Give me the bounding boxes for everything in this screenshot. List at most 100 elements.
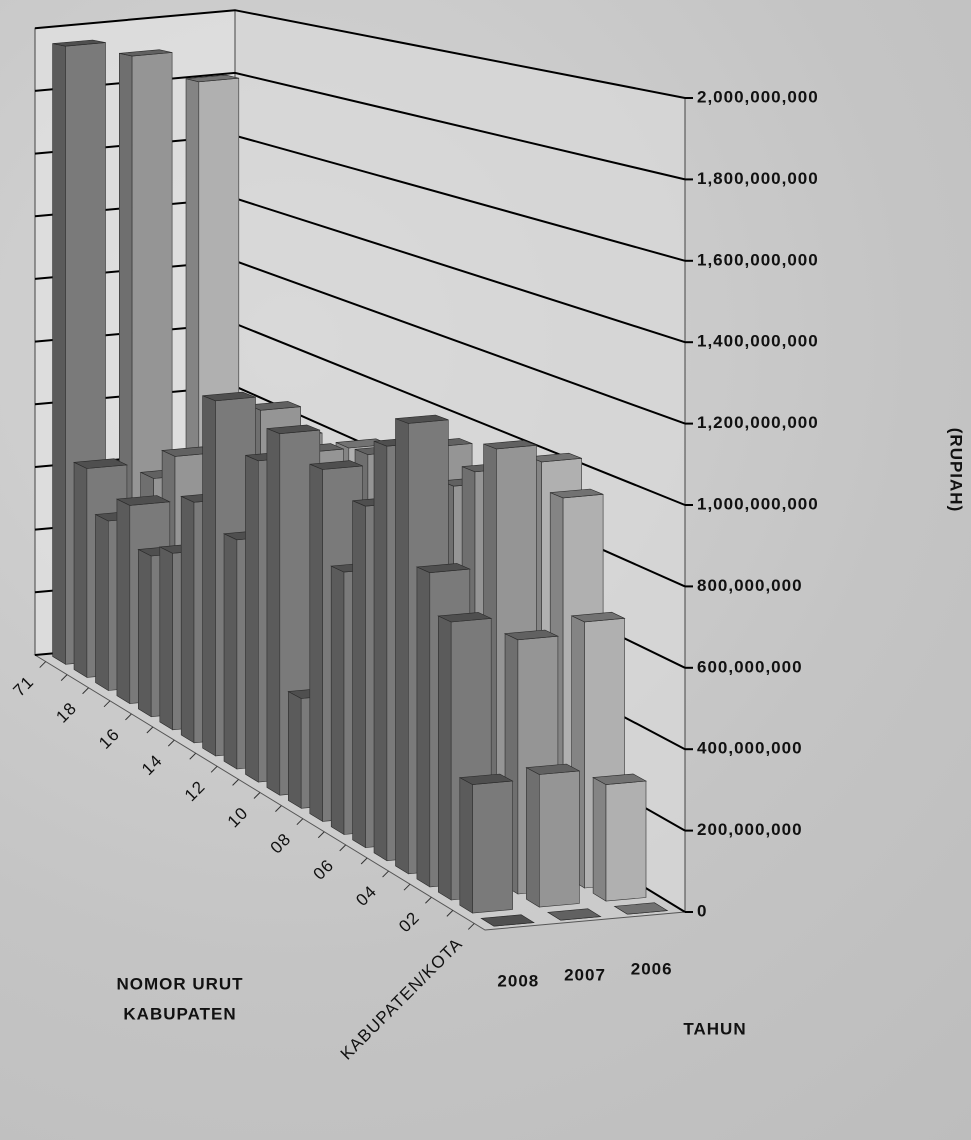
bar-top-shade [247,401,301,411]
bar [480,914,535,927]
x-tick-label: 04 [352,882,380,910]
legend-label: 2008 [497,971,539,990]
bar-top-shade [550,489,604,498]
bar-top [480,914,535,927]
bar-side-shade [526,767,540,908]
bar-side-shade [331,566,344,835]
bar-front [538,770,580,908]
bar [458,773,514,914]
bar-top-shade [483,440,537,449]
y-tick-label: 1,800,000,000 [697,169,819,188]
bar-side-shade [202,395,216,756]
bar-side-shade [374,441,387,861]
bar-front [605,780,647,902]
category-axis-label: NOMOR URUT [116,974,243,993]
bar-top-shade [116,495,170,506]
bar-top [115,495,171,506]
bar-top-shade [202,392,256,401]
x-tick-label: 02 [395,908,423,936]
bar-top [160,446,217,457]
x-tick-label: 71 [9,672,37,700]
bar-side-shade [95,514,109,691]
category-tick [425,896,432,904]
bar-side-shade [116,499,130,704]
bar-top [570,611,626,623]
y-tick-label: 0 [697,901,707,920]
category-tick [446,910,454,917]
bar-side-shade [438,616,452,900]
bar-side-shade [459,777,473,914]
bar-top-shade [52,40,106,47]
bar [592,773,648,902]
bar-side-shade [181,496,194,743]
category-tick [232,779,239,786]
bar-side-shade [138,549,152,717]
bar-top [202,391,256,402]
x-tick-label: 16 [95,724,123,752]
bar-top-shade [395,415,449,424]
bar-top [613,902,669,915]
bar-top-shade [119,49,173,57]
legend-label: 2006 [631,959,673,978]
series-axis-label: TAHUN [683,1019,746,1038]
x-tick-label: 14 [138,751,166,779]
x-tick-label: KABUPATEN/KOTA [337,934,467,1064]
category-tick [210,765,218,773]
category-tick [360,857,368,865]
category-tick [125,713,132,721]
bar-top-shade [547,908,601,921]
y-tick-label: 1,200,000,000 [697,413,819,432]
y-tick-label: 1,000,000,000 [697,494,819,513]
bar-top-shade [614,902,668,915]
x-tick-label: 18 [52,698,80,726]
category-tick [403,883,411,891]
bar-side-shade [352,500,366,848]
bar-side-shade [593,777,606,902]
category-tick [103,700,111,708]
y-tick-label: 400,000,000 [697,739,803,758]
bar [613,902,669,915]
category-tick [39,661,47,668]
bar-front [472,780,513,914]
bar-top-shade [186,75,239,82]
y-tick-label: 2,000,000,000 [697,87,819,106]
category-tick [296,818,304,826]
bar-top-shade [416,563,470,573]
bar [546,908,602,921]
bar-top [52,39,106,47]
category-tick [275,805,282,812]
bar-side-shade [74,462,87,678]
bar-top-shade [309,460,363,470]
bar-side-shade [266,428,280,796]
y-tick-label: 1,400,000,000 [697,332,819,351]
legend-label: 2007 [564,965,606,984]
bar-top [550,488,604,499]
bar-top-shade [438,612,492,622]
bar-side-shade [416,567,430,887]
category-tick [189,752,197,760]
value-axis-label: (RUPIAH) [947,428,966,513]
bar-top-shade [528,453,582,462]
x-tick-label: 06 [309,855,337,883]
category-tick [382,870,389,878]
bar-top-shade [571,612,625,622]
x-tick-label: 12 [181,777,209,805]
bar-top-shade [266,424,320,434]
category-tick [146,726,154,734]
bar-top-shade [481,914,534,927]
category-tick [317,831,325,839]
bar-side-shade [245,455,259,783]
bar-top [458,773,514,785]
bar-side-shade [309,464,323,822]
bar-top-shade [505,630,558,640]
bar-top-shade [459,774,513,785]
category-tick [253,792,261,799]
bar-top [483,440,537,450]
bar-top [525,763,581,775]
bar-top [395,414,449,424]
bar-top [415,563,471,574]
category-tick [82,687,89,695]
bar-side-shade [159,546,173,730]
